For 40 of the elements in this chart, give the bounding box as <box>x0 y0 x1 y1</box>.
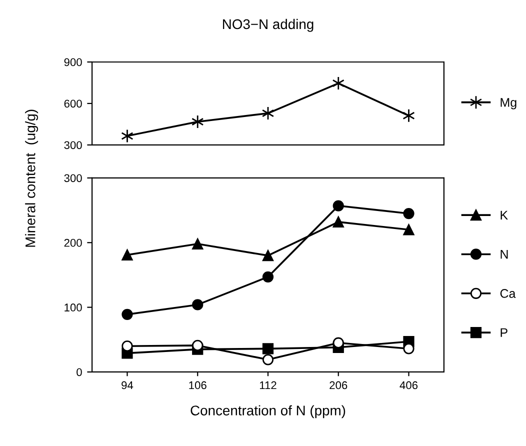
point <box>192 238 204 250</box>
point <box>122 340 133 352</box>
point <box>332 216 344 228</box>
x-axis-title: Concentration of N (ppm) <box>190 405 346 418</box>
point <box>403 208 414 220</box>
x-tick-label: 94 <box>122 381 134 390</box>
x-tick-label: 206 <box>330 381 348 390</box>
point <box>332 200 344 212</box>
point <box>262 354 274 366</box>
point <box>192 299 204 310</box>
point <box>332 76 344 90</box>
point <box>192 340 204 352</box>
legend-label: P <box>500 328 508 337</box>
y-tick-label: 100 <box>64 304 82 312</box>
legend-label: Mg <box>500 98 516 110</box>
x-tick-label: 406 <box>400 381 418 390</box>
y-tick-label: 900 <box>64 58 82 66</box>
legend-label: N <box>500 250 508 259</box>
y-tick-label: 200 <box>64 238 82 247</box>
point <box>403 224 414 236</box>
point <box>332 337 344 348</box>
legend-label: Ca <box>500 289 516 298</box>
point <box>402 108 415 123</box>
point <box>403 343 414 354</box>
point <box>192 114 204 129</box>
point <box>262 250 274 262</box>
point <box>262 343 274 354</box>
y-tick-label: 0 <box>76 368 82 376</box>
point <box>122 308 133 320</box>
point <box>121 129 134 143</box>
point <box>122 249 133 260</box>
y-tick-label: 300 <box>64 174 82 182</box>
y-tick-label: 300 <box>64 141 82 150</box>
y-tick-label: 600 <box>64 100 82 108</box>
x-tick-label: 112 <box>260 381 276 390</box>
chart-title: NO3−N adding <box>223 18 314 32</box>
x-tick-label: 106 <box>189 381 206 390</box>
y-axis-title: Mineral content (ug/g) <box>25 110 38 247</box>
point <box>262 271 274 282</box>
legend-label: K <box>500 210 508 220</box>
